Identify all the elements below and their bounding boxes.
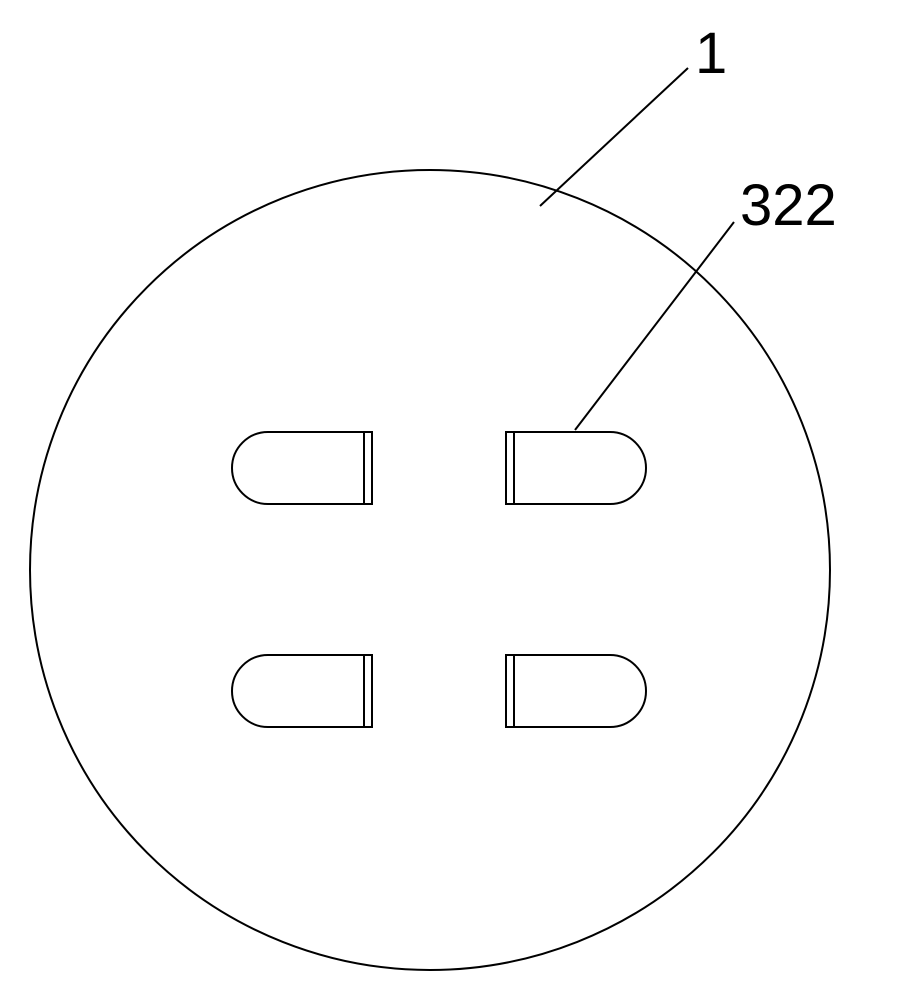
diagram-container: 1 322 — [0, 0, 901, 1000]
slot-3 — [506, 655, 646, 727]
main-circle — [30, 170, 830, 970]
slot-1 — [506, 432, 646, 504]
slot-2 — [232, 655, 372, 727]
callout-label-322: 322 — [740, 172, 837, 239]
leader-line-322 — [575, 222, 734, 430]
slot-0 — [232, 432, 372, 504]
leader-line-1 — [540, 68, 688, 206]
callout-label-1: 1 — [695, 20, 727, 87]
slots-group — [232, 432, 646, 727]
leader-lines — [540, 68, 734, 430]
technical-diagram — [0, 0, 901, 1000]
